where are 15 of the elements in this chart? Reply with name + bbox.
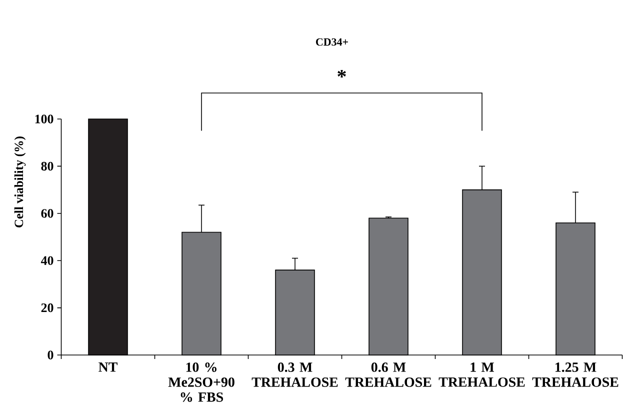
- y-tick-label: 0: [48, 350, 54, 360]
- x-tick-label: NT: [98, 362, 118, 372]
- x-tick-label: 0.6 M TREHALOSE: [345, 362, 432, 387]
- x-tick-label: 0.3 M TREHALOSE: [252, 362, 338, 387]
- y-tick-label: 60: [41, 209, 54, 218]
- y-axis-title: Cell viability (%): [14, 136, 26, 228]
- x-tick-label: 10 % Me2SO+90 % FBS: [168, 362, 234, 402]
- chart-title: CD34+: [316, 38, 348, 46]
- text: *: [338, 70, 346, 78]
- x-tick-label: 1.25 M TREHALOSE: [532, 362, 618, 387]
- y-tick-label: 100: [35, 114, 54, 124]
- y-tick-label: 80: [41, 162, 54, 171]
- y-tick-label: 20: [41, 303, 54, 312]
- y-tick-label: 40: [40, 256, 54, 265]
- x-tick-label: 1 M TREHALOSE: [438, 362, 525, 387]
